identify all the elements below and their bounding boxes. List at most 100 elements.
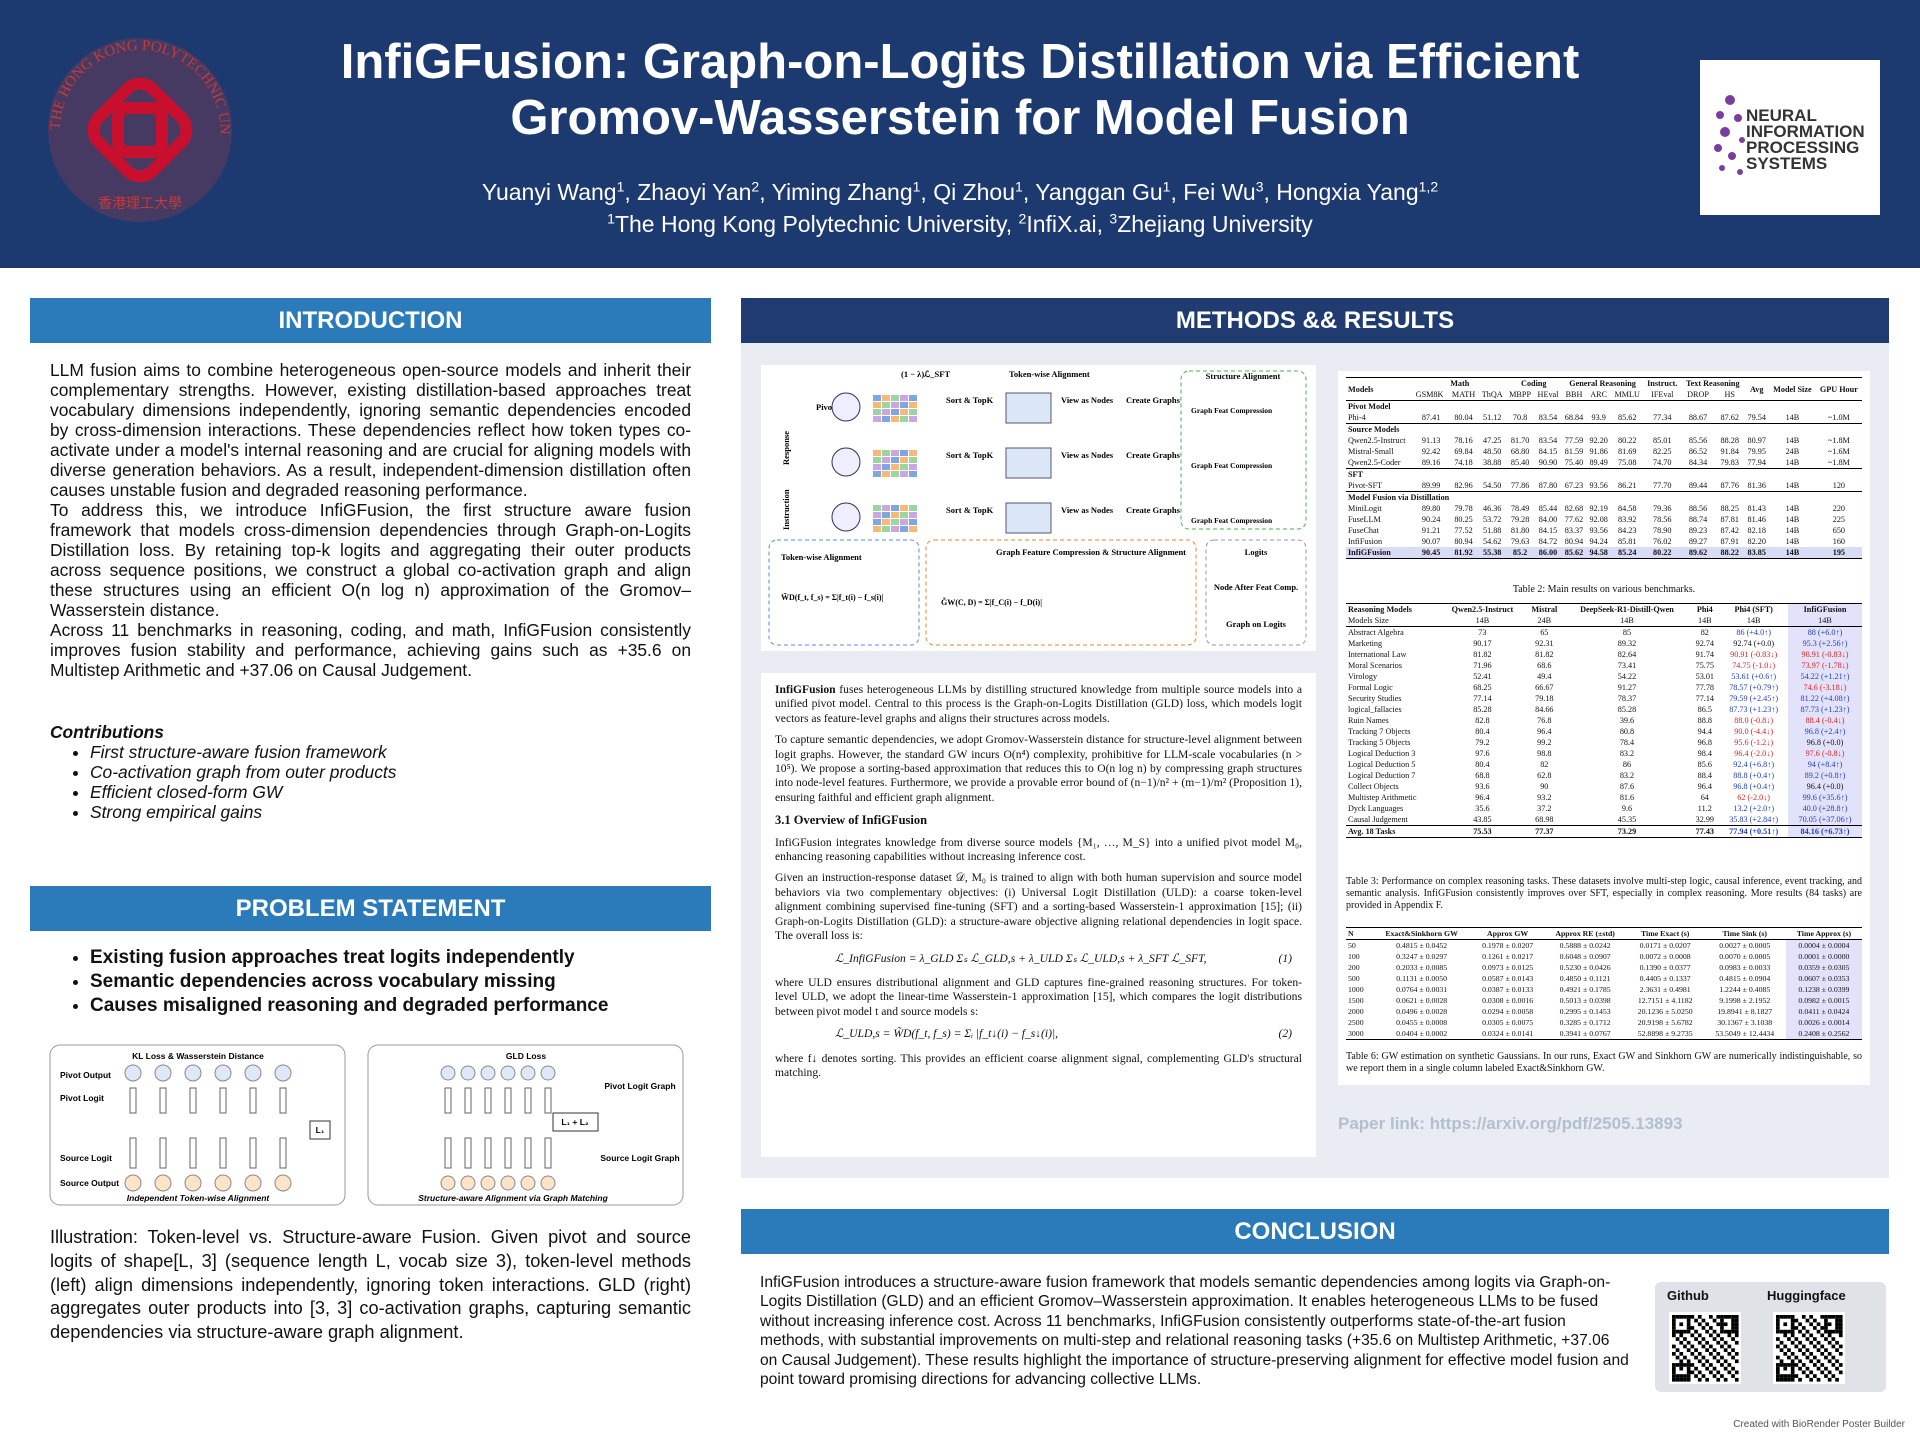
qr-module (1716, 1377, 1721, 1382)
qr-module (1734, 1322, 1739, 1327)
qr-module (1838, 1370, 1843, 1375)
table-cell: 85.2 (1512, 548, 1528, 557)
table-row: Qwen2.5-Instruct 91.13 78.16 47.25 81.70 83.5… (1346, 435, 1862, 446)
qr-module (1827, 1352, 1832, 1356)
column-group: Coding (1521, 379, 1547, 388)
logit-bar (524, 1137, 532, 1169)
logit-bar (544, 1137, 552, 1169)
table-cell: 77.94 (1747, 458, 1766, 467)
qr-module (1686, 1370, 1691, 1375)
table-cell: 79.59 (+2.45↑) (1729, 694, 1779, 703)
logit-bar (484, 1087, 492, 1114)
table-row: Abstract Algebra 73 65 85 82 86 (+4.0↑) 88 (+6… (1346, 626, 1862, 638)
qr-module (1701, 1344, 1706, 1349)
fig-label: Sort & TopK (946, 505, 994, 515)
fig-label: W̃D(f_t, f_s) = Σ|f_t(i) − f_s(i)| (781, 592, 884, 602)
qr-module (1838, 1363, 1843, 1367)
table-cell: 90.17 (1473, 639, 1492, 648)
column-header: IFEval (1651, 390, 1674, 399)
section-heading: INTRODUCTION (30, 298, 711, 343)
table-cell: 78.49 (1510, 504, 1530, 513)
table-header-row: Models Size 14B 24B 14B 14B 14B 14B (1346, 615, 1862, 627)
column-header: Exact&Sinkhorn GW (1385, 929, 1458, 938)
table-cell: Logical Deduction 3 (1348, 749, 1416, 758)
qr-module (1790, 1374, 1795, 1378)
qr-module (1712, 1355, 1717, 1360)
qr-module (1686, 1315, 1691, 1319)
table-cell: 62 (-2.0↓) (1737, 793, 1771, 802)
table-cell: 86.00 (1538, 548, 1558, 557)
qr-module (1813, 1363, 1817, 1367)
author-name: Qi Zhou (933, 178, 1016, 205)
qr-module (1813, 1344, 1817, 1349)
qr-module (1672, 1377, 1676, 1382)
table-cell: 14B (1785, 413, 1800, 422)
table-cell: ~1.8M (1827, 436, 1850, 445)
logo-knot (87, 77, 193, 183)
table-cell: 0.4815 ± 0.0904 (1719, 974, 1771, 983)
table-cell: 20.9198 ± 5.6782 (1637, 1018, 1693, 1027)
link-label[interactable]: Github (1667, 1288, 1709, 1303)
logit-cell (900, 464, 908, 470)
table-cell: 88.22 (1720, 548, 1739, 557)
token-node (440, 1175, 456, 1191)
table-cell: 14B (1788, 615, 1862, 627)
qr-module (1820, 1363, 1825, 1367)
table-cell: 85.24 (1618, 548, 1637, 557)
logit-cell (891, 402, 899, 408)
link-label[interactable]: Huggingface (1767, 1288, 1846, 1303)
affiliation-name: InfiX.ai (1026, 210, 1097, 237)
fig-label: Source Logit Graph (600, 1153, 679, 1163)
table-cell: 85.62 (1564, 548, 1584, 557)
table-cell: 69.84 (1454, 447, 1473, 456)
results-tables: Models Math Coding General Reasoning Instruc… (1338, 371, 1870, 1085)
fig-label: Pivot Logit (60, 1093, 104, 1103)
table-row: logical_fallacies 85.28 84.66 85.28 86.5 87.7… (1346, 704, 1862, 715)
table-cell: 62.8 (1537, 771, 1552, 780)
table-cell: 74.75 (-1.0↓) (1732, 661, 1776, 670)
intro-paragraph: Across 11 benchmarks in reasoning, codin… (50, 620, 691, 680)
table-cell: 14B (1697, 616, 1712, 625)
qr-module (1727, 1370, 1732, 1375)
qr-module (1716, 1359, 1721, 1364)
paper-link[interactable]: Paper link: https://arxiv.org/pdf/2505.1… (1338, 1114, 1683, 1133)
logit-cell (891, 526, 899, 532)
qr-module (1694, 1348, 1698, 1352)
table-cell: 19.8941 ± 8.1827 (1717, 1007, 1773, 1016)
token-node (154, 1064, 172, 1082)
table-cell: 0.0411 ± 0.0424 (1785, 1006, 1862, 1017)
table-row: Logical Deduction 3 97.6 98.8 83.2 98.4 96.4 … (1346, 748, 1862, 759)
qr-module (1820, 1333, 1825, 1338)
qr-module (1731, 1329, 1735, 1334)
token-node (274, 1064, 292, 1082)
logit-bar (219, 1137, 227, 1169)
table-row: Tracking 5 Objects 79.2 99.2 78.4 96.8 95.6 (… (1346, 737, 1862, 748)
table-cell: 75.75 (1695, 661, 1715, 670)
table-cell: 1000 (1348, 985, 1364, 994)
table-cell: 24B (1785, 447, 1800, 456)
qr-module (1679, 1363, 1684, 1367)
table-cell: 68.84 (1564, 413, 1584, 422)
qr-module (1805, 1374, 1810, 1378)
table-cell: 0.0983 ± 0.0033 (1719, 963, 1771, 972)
qr-module (1709, 1315, 1713, 1319)
table-row: Tracking 7 Objects 80.4 96.4 80.8 94.4 90.0 (… (1346, 726, 1862, 737)
token-node (124, 1064, 142, 1082)
column-header: Time Sink (s) (1722, 929, 1767, 938)
qr-module (1683, 1377, 1687, 1382)
column-header: Time Exact (s) (1640, 929, 1690, 938)
fig-caption: Structure-aware Alignment via Graph Matc… (418, 1193, 608, 1203)
qr-module (1712, 1329, 1717, 1334)
table-cell: 0.1390 ± 0.0377 (1639, 963, 1691, 972)
fig-panel (49, 1044, 346, 1206)
qr-module (1787, 1355, 1791, 1360)
logit-cell (909, 519, 917, 525)
affiliation: 2InfiX.ai (1019, 210, 1110, 237)
neurips-dots (1714, 95, 1745, 175)
fig-label: View as Nodes (1061, 450, 1114, 460)
qr-module (1727, 1329, 1732, 1334)
alignment-block (1005, 502, 1052, 534)
column-group: Text Reasoning (1685, 379, 1740, 388)
table-cell: 0.5013 ± 0.0398 (1559, 996, 1611, 1005)
table-cell: 96.4 (1475, 793, 1490, 802)
